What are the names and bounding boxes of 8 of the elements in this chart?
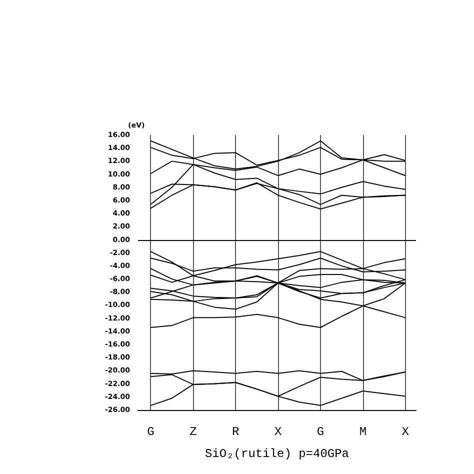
x-tick-label: G <box>147 425 154 439</box>
x-tick-label: X <box>274 425 282 439</box>
x-axis-title: SiO₂(rutile) p=40GPa <box>204 447 350 461</box>
x-tick-label: M <box>359 425 367 439</box>
x-tick-label: R <box>232 425 240 439</box>
x-tick-label: Z <box>190 425 197 439</box>
x-tick-label: X <box>402 425 409 439</box>
x-tick-label: G <box>316 425 324 439</box>
